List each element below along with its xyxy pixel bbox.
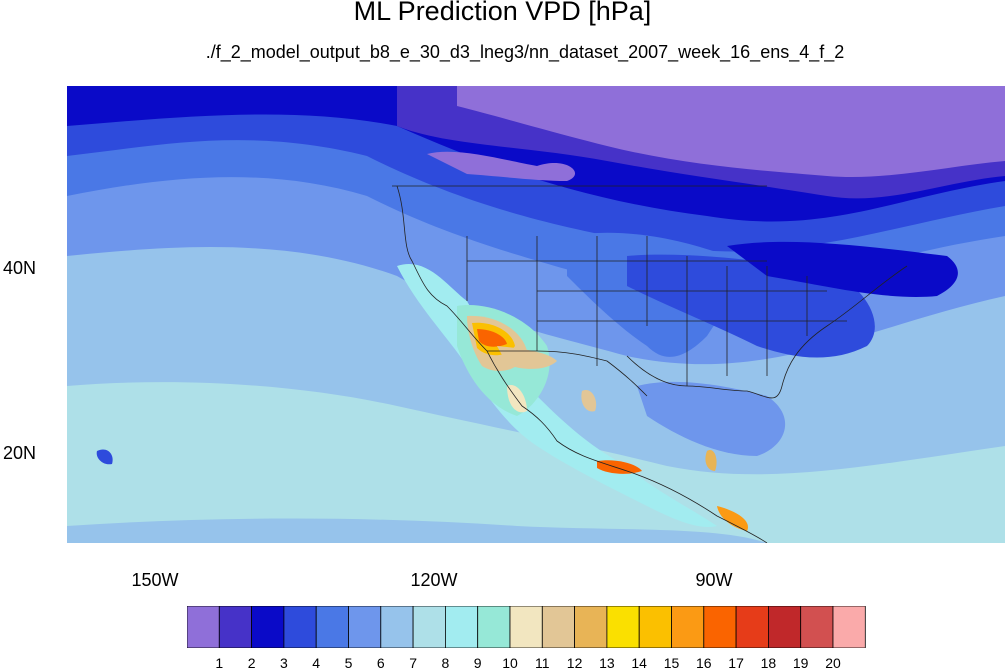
colorbar-tick-label: 11 xyxy=(535,655,550,671)
vpd-colorbar xyxy=(187,606,866,648)
vpd-map xyxy=(67,86,1005,543)
colorbar-swatch xyxy=(315,606,349,648)
colorbar-tick-label: 5 xyxy=(344,655,353,671)
colorbar-tick-label: 3 xyxy=(279,655,288,671)
lat-label-40n: 40N xyxy=(3,258,37,278)
colorbar-tick-label: 18 xyxy=(760,655,777,671)
colorbar-tick-label: 13 xyxy=(599,655,615,671)
colorbar-tick-label: 2 xyxy=(247,655,256,671)
colorbar-swatch xyxy=(606,606,640,648)
colorbar-swatch xyxy=(768,606,802,648)
colorbar-swatch xyxy=(251,606,285,648)
colorbar-swatch xyxy=(412,606,446,648)
colorbar-swatch xyxy=(832,606,866,648)
colorbar-tick-label: 1 xyxy=(215,655,224,671)
colorbar-swatch xyxy=(703,606,737,648)
colorbar-tick-label: 17 xyxy=(728,655,744,671)
colorbar-swatch xyxy=(218,606,252,648)
lon-label-120w: 120W xyxy=(410,570,458,590)
colorbar-tick-label: 9 xyxy=(473,655,482,671)
colorbar-swatch xyxy=(283,606,317,648)
lon-label-150w: 150W xyxy=(131,570,179,590)
colorbar-swatch xyxy=(638,606,672,648)
colorbar-swatch xyxy=(574,606,608,648)
colorbar-tick-label: 20 xyxy=(825,655,841,671)
colorbar-tick-label: 15 xyxy=(663,655,680,671)
colorbar-swatch xyxy=(509,606,543,648)
colorbar-tick-label: 6 xyxy=(376,655,385,671)
colorbar-tick-label: 12 xyxy=(566,655,583,671)
colorbar-swatch xyxy=(380,606,414,648)
colorbar-tick-label: 7 xyxy=(409,655,417,671)
colorbar-swatch xyxy=(348,606,382,648)
colorbar-tick-label: 8 xyxy=(441,655,450,671)
colorbar-swatch xyxy=(444,606,479,648)
plot-subtitle: ./f_2_model_output_b8_e_30_d3_lneg3/nn_d… xyxy=(205,42,845,62)
colorbar-swatch xyxy=(800,606,834,648)
colorbar-swatch xyxy=(541,606,575,648)
colorbar-swatch xyxy=(735,606,769,648)
colorbar-swatch xyxy=(671,606,705,648)
colorbar-swatch xyxy=(477,606,511,648)
colorbar-tick-label: 16 xyxy=(696,655,712,671)
colorbar-tick-label: 10 xyxy=(502,655,518,671)
lon-label-90w: 90W xyxy=(695,570,733,590)
lat-label-20n: 20N xyxy=(3,443,37,463)
colorbar-swatch xyxy=(187,606,220,648)
colorbar-tick-label: 14 xyxy=(631,655,647,671)
map-panel xyxy=(67,86,1005,543)
colorbar-tick-label: 4 xyxy=(312,655,321,671)
colorbar-tick-label: 19 xyxy=(792,655,809,671)
plot-title: ML Prediction VPD [hPa] xyxy=(353,0,652,26)
